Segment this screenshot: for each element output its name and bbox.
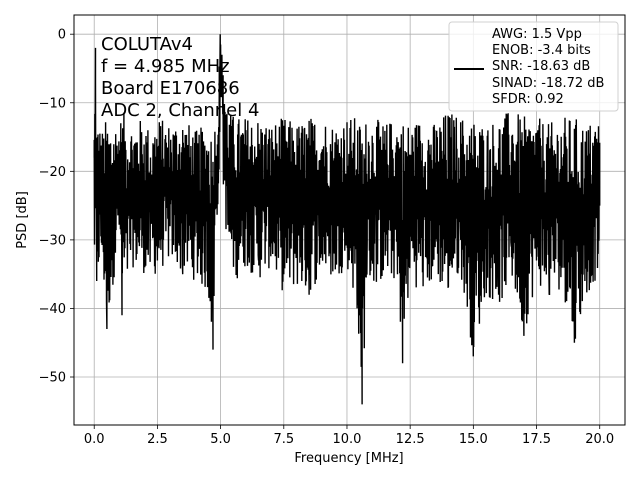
y-tick-label: −30 — [39, 233, 66, 248]
legend-line-5: SFDR: 0.92 — [492, 92, 564, 107]
y-tick-label: −40 — [39, 302, 66, 317]
x-tick-label: 12.5 — [396, 432, 425, 447]
annotation-line-2: f = 4.985 MHz — [101, 56, 230, 77]
x-tick-label: 10.0 — [332, 432, 361, 447]
legend-line-1: AWG: 1.5 Vpp — [492, 27, 582, 42]
x-tick-label: 7.5 — [273, 432, 294, 447]
annotation-box: COLUTAv4 f = 4.985 MHz Board E170686 ADC… — [101, 34, 259, 121]
x-tick-label: 0.0 — [84, 432, 105, 447]
x-ticks: 0.0 2.5 5.0 7.5 10.0 12.5 15.0 17.5 20.0 — [84, 425, 614, 447]
psd-series-line — [93, 34, 601, 405]
x-tick-label: 15.0 — [459, 432, 488, 447]
y-tick-label: −10 — [39, 96, 66, 111]
y-tick-label: −20 — [39, 165, 66, 180]
x-tick-label: 17.5 — [522, 432, 551, 447]
y-tick-label: −50 — [39, 371, 66, 386]
series-layer — [93, 34, 601, 405]
annotation-line-3: Board E170686 — [101, 78, 240, 99]
legend-box — [448, 21, 619, 112]
legend-line-4: SINAD: -18.72 dB — [492, 76, 604, 91]
y-tick-label: 0 — [58, 28, 66, 43]
y-axis-label: PSD [dB] — [15, 191, 30, 249]
x-axis-label: Frequency [MHz] — [294, 451, 403, 466]
annotation-line-4: ADC 2, Channel 4 — [101, 100, 259, 121]
x-tick-label: 5.0 — [210, 432, 231, 447]
annotation-line-1: COLUTAv4 — [101, 34, 193, 55]
x-tick-label: 20.0 — [585, 432, 614, 447]
y-ticks: 0 −10 −20 −30 −40 −50 — [39, 28, 74, 386]
plot-frame — [73, 14, 626, 426]
legend-line-3: SNR: -18.63 dB — [492, 59, 590, 74]
x-tick-label: 2.5 — [147, 432, 168, 447]
legend-line-2: ENOB: -3.4 bits — [492, 43, 591, 58]
legend: AWG: 1.5 Vpp ENOB: -3.4 bits SNR: -18.63… — [448, 21, 619, 112]
